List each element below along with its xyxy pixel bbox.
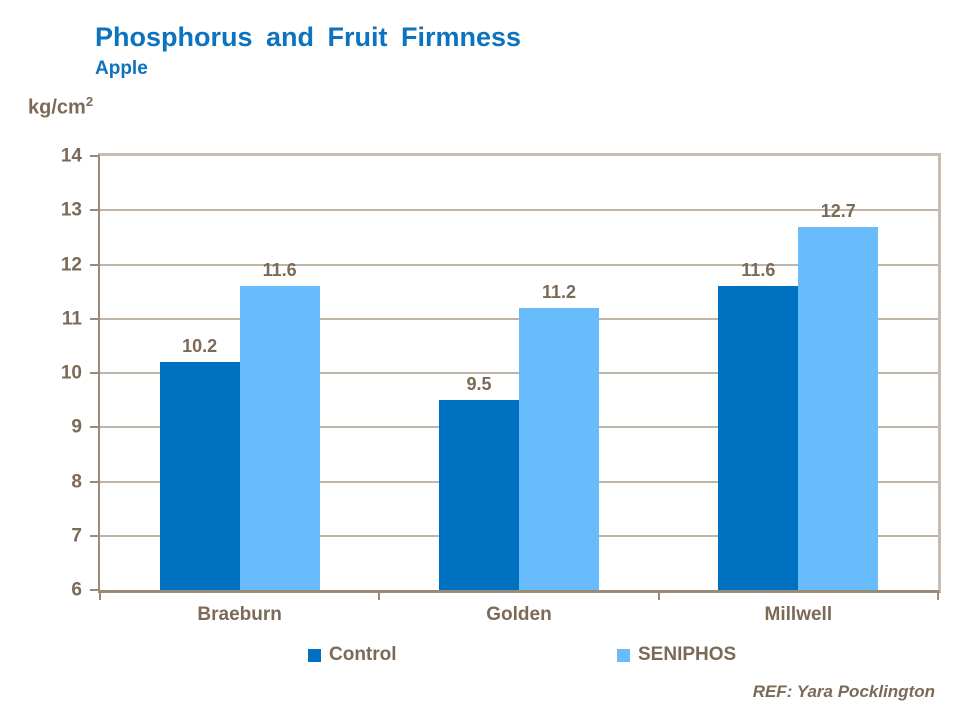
chart-subtitle: Apple xyxy=(95,58,148,79)
y-tick-mark xyxy=(90,317,99,320)
y-tick-mark xyxy=(90,372,99,374)
legend-item-control: Control xyxy=(308,644,397,666)
gridline xyxy=(100,209,938,212)
category-label: Golden xyxy=(486,604,552,625)
bar-value-label: 9.5 xyxy=(466,374,492,395)
category-label: Braeburn xyxy=(197,604,282,625)
y-tick-mark xyxy=(90,534,99,537)
legend-item-seniphos: SENIPHOS xyxy=(617,644,736,666)
bar-value-label: 11.2 xyxy=(541,281,577,302)
y-tick-mark xyxy=(90,480,99,483)
control-swatch-icon xyxy=(308,648,321,662)
gridline xyxy=(100,263,938,266)
x-tick-mark xyxy=(378,590,381,600)
y-tick-label: 7 xyxy=(71,525,82,547)
bar-group: 11.6 12.7 Millwell xyxy=(659,156,938,625)
bar-seniphos: 11.6 xyxy=(239,260,320,590)
y-axis-unit-superscript: 2 xyxy=(85,94,94,109)
bar-group: 10.2 11.6 Braeburn xyxy=(100,156,379,625)
y-axis-unit-label: kg/cm2 xyxy=(28,94,93,120)
y-tick-mark xyxy=(90,209,99,212)
y-tick-label: 13 xyxy=(60,199,82,221)
y-tick-label: 14 xyxy=(60,145,82,167)
bar-value-label: 12.7 xyxy=(820,200,856,221)
chart-title: Phosphorus and Fruit Firmness xyxy=(95,22,522,52)
bar-control: 9.5 xyxy=(438,374,519,590)
y-tick-label: 12 xyxy=(60,254,82,275)
y-tick-label: 9 xyxy=(71,416,82,438)
plot-area: 6 7 8 9 10 11 12 13 14 10.2 11.6 Braeburn 9.5 11.2 Gol… xyxy=(61,147,941,625)
y-tick-mark xyxy=(90,426,99,429)
x-tick-mark xyxy=(937,590,939,600)
legend-label-seniphos: SENIPHOS xyxy=(638,644,737,665)
reference-text: REF: Yara Pocklington xyxy=(752,682,935,701)
bar-value-label: 10.2 xyxy=(182,336,218,357)
y-tick-label: 8 xyxy=(71,471,82,492)
bar-control: 10.2 xyxy=(159,336,240,590)
seniphos-swatch-icon xyxy=(617,648,630,662)
y-tick-mark xyxy=(90,155,99,157)
x-tick-mark xyxy=(657,590,660,600)
y-tick-label: 10 xyxy=(60,362,82,384)
y-axis-unit-base: kg/cm xyxy=(28,96,86,119)
bar-value-label: 11.6 xyxy=(741,260,776,281)
y-tick-label: 11 xyxy=(61,308,82,330)
y-tick-mark xyxy=(90,589,99,591)
bar-control: 11.6 xyxy=(718,260,799,590)
x-tick-mark xyxy=(99,590,101,600)
y-tick-label: 6 xyxy=(71,579,82,601)
bar-seniphos: 11.2 xyxy=(518,282,599,590)
legend-label-control: Control xyxy=(329,644,397,665)
category-label: Millwell xyxy=(764,604,833,625)
y-tick-mark xyxy=(90,263,99,266)
bar-value-label: 11.6 xyxy=(262,260,297,281)
bar-group: 9.5 11.2 Golden xyxy=(379,156,658,625)
legend: Control SENIPHOS xyxy=(0,644,960,670)
bar-seniphos: 12.7 xyxy=(798,201,879,590)
